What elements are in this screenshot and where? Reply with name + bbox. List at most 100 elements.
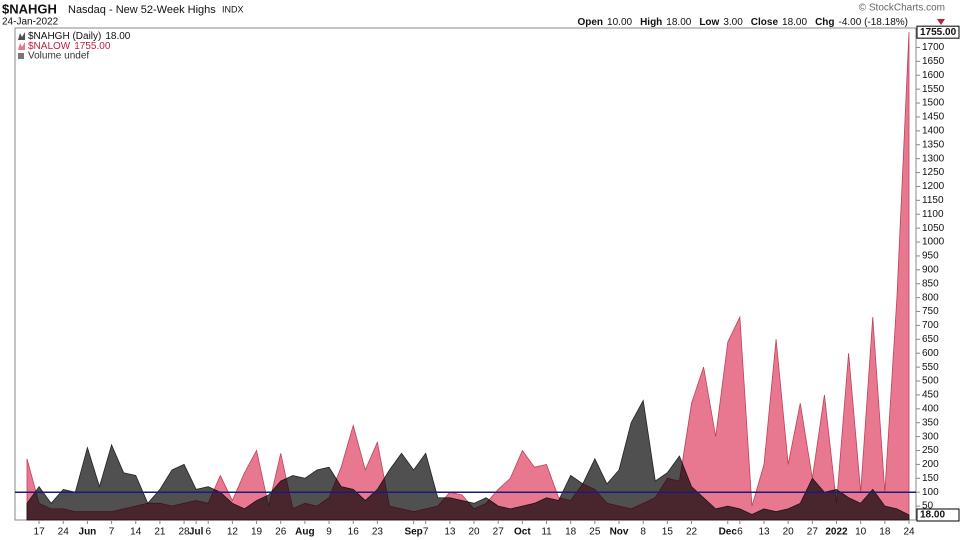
quote-label: Close (751, 17, 779, 28)
legend-name: $NALOW (28, 41, 71, 52)
last-value-label: 1755.00 (920, 27, 957, 38)
x-tick-label: Nov (610, 527, 629, 538)
x-tick-label: 25 (589, 527, 601, 538)
y-tick-label: 800 (922, 292, 939, 303)
y-tick-label: 1700 (922, 42, 945, 53)
y-tick-label: 1000 (922, 237, 945, 248)
y-tick-label: 1650 (922, 56, 945, 67)
x-tick-label: 14 (130, 527, 142, 538)
x-tick-label: 13 (758, 527, 770, 538)
credit: © StockCharts.com (859, 3, 945, 14)
x-tick-label: Jun (79, 527, 97, 538)
quote-value: 3.00 (723, 17, 743, 28)
y-tick-label: 1600 (922, 70, 945, 81)
x-tick-label: 23 (372, 527, 384, 538)
x-tick-label: 27 (493, 527, 505, 538)
legend-value: 18.00 (105, 31, 130, 42)
y-tick-label: 500 (922, 376, 939, 387)
y-tick-label: 750 (922, 306, 939, 317)
x-tick-label: Sep (404, 527, 422, 538)
legend-icon (18, 42, 25, 50)
y-tick-label: 550 (922, 362, 939, 373)
x-tick-label: 15 (662, 527, 674, 538)
y-tick-label: 350 (922, 417, 939, 428)
x-tick-label: 8 (640, 527, 646, 538)
x-tick-label: 6 (737, 527, 743, 538)
area-series (26, 32, 910, 521)
legend-icon (18, 32, 25, 40)
y-tick-label: 50 (922, 501, 934, 512)
x-tick-label: 27 (807, 527, 819, 538)
x-tick-label: 6 (205, 527, 211, 538)
y-tick-label: 300 (922, 431, 939, 442)
y-tick-label: 1050 (922, 223, 945, 234)
y-tick-label: 250 (922, 445, 939, 456)
x-tick-label: 10 (855, 527, 867, 538)
y-tick-label: 900 (922, 264, 939, 275)
x-tick-label: 12 (227, 527, 239, 538)
date: 24-Jan-2022 (2, 17, 59, 28)
x-tick-label: 11 (541, 527, 552, 538)
last-value-box (916, 25, 960, 39)
x-tick-label: Jul (189, 527, 204, 538)
y-tick-label: 400 (922, 403, 939, 414)
x-tick-label: 19 (251, 527, 263, 538)
last-value-label: 18.00 (920, 510, 945, 521)
y-tick-label: 700 (922, 320, 939, 331)
x-tick-label: 17 (34, 527, 46, 538)
y-tick-label: 1100 (922, 209, 944, 220)
y-tick-label: 100 (922, 487, 939, 498)
legend-name: $NAHGH (Daily) (28, 31, 101, 42)
quote-value: 18.00 (666, 17, 691, 28)
y-tick-label: 1400 (922, 125, 945, 136)
y-tick-label: 1350 (922, 139, 945, 150)
legend-icon (18, 53, 24, 59)
x-tick-label: 21 (154, 527, 166, 538)
x-tick-label: Aug (295, 527, 314, 538)
legend-entry: $NALOW 1755.00 (28, 41, 111, 52)
y-tick-label: 950 (922, 251, 939, 262)
x-tick-label: 2022 (825, 527, 848, 538)
y-tick-label: 1150 (922, 195, 944, 206)
y-tick-label: 1500 (922, 98, 945, 109)
last-value-box (916, 508, 960, 522)
legend-entry: $NAHGH (Daily) 18.00 (28, 31, 131, 42)
y-tick-label: 600 (922, 348, 939, 359)
down-arrow (937, 19, 945, 25)
x-tick-label: 26 (275, 527, 287, 538)
x-tick-label: 24 (58, 527, 70, 538)
x-tick-label: 18 (565, 527, 577, 538)
description: Nasdaq - New 52-Week Highs (68, 4, 216, 16)
x-tick-label: Oct (514, 527, 531, 538)
quote-value: -4.00 (-18.18%) (839, 17, 908, 28)
x-tick-label: 13 (444, 527, 456, 538)
y-tick-label: 150 (922, 473, 939, 484)
x-tick-label: 9 (326, 527, 332, 538)
quote-label: High (640, 17, 662, 28)
x-tick-label: 16 (348, 527, 360, 538)
marks (15, 32, 916, 521)
quote-value: 18.00 (782, 17, 807, 28)
x-tick-label: 24 (903, 527, 915, 538)
y-tick-label: 1200 (922, 181, 945, 192)
quote-value: 10.00 (607, 17, 632, 28)
y-tick-label: 450 (922, 390, 939, 401)
x-tick-label: 22 (686, 527, 698, 538)
y-tick-label: 1300 (922, 153, 945, 164)
x-tick-label: 7 (109, 527, 115, 538)
y-tick-label: 1550 (922, 84, 945, 95)
y-tick-label: 1250 (922, 167, 945, 178)
quote: Open 10.00 High 18.00 Low 3.00 Close 18.00 Chg -4… (577, 17, 908, 28)
x-tick-label: 20 (468, 527, 480, 538)
y-tick-label: 200 (922, 459, 939, 470)
x-tick-label: Dec (719, 527, 738, 538)
x-tick-label: 18 (879, 527, 891, 538)
quote-label: Chg (815, 17, 834, 28)
y-tick-label: 1450 (922, 112, 945, 123)
x-tick-label: 28 (179, 527, 191, 538)
quote-label: Low (699, 17, 719, 28)
legend-value: 1755.00 (74, 41, 111, 52)
y-tick-label: 850 (922, 278, 939, 289)
